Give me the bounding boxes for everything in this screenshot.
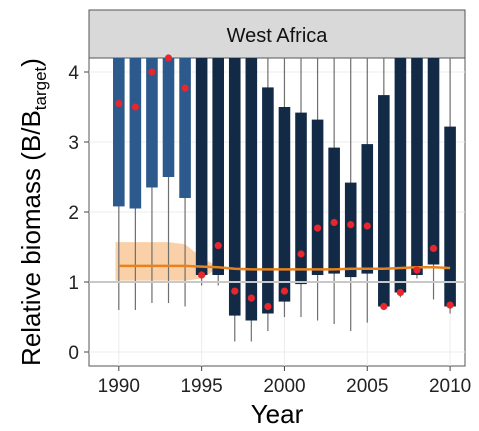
point-2001: [297, 250, 305, 258]
x-tick-label: 1990: [98, 376, 140, 397]
point-2000: [280, 287, 289, 295]
y-axis-title-close: ): [16, 58, 46, 67]
point-2007: [396, 288, 405, 297]
x-tick-label: 2005: [346, 376, 388, 397]
box-1994: [179, 58, 191, 198]
box-1991: [129, 58, 142, 209]
trend-line: [118, 264, 451, 271]
y-axis-title-subscript: target: [31, 66, 50, 110]
box-1992: [146, 58, 158, 188]
x-tick-label: 2010: [429, 376, 471, 397]
y-axis-ticks: 0 1 2 3 4: [68, 63, 89, 364]
point-1992: [148, 68, 156, 76]
point-2009: [429, 244, 438, 252]
y-axis-title: Relative biomass (B/Btarget): [16, 58, 50, 366]
point-2008: [413, 266, 421, 274]
box-2004: [344, 182, 357, 278]
box-1995: [195, 58, 208, 275]
box-2001: [295, 112, 307, 285]
panel-title: West Africa: [227, 25, 329, 47]
y-tick-label: 3: [68, 133, 79, 154]
y-tick-label: 2: [68, 203, 79, 224]
points: [115, 54, 454, 311]
box-1996: [212, 58, 224, 275]
strip-background: [88, 9, 466, 59]
x-tick-label: 2000: [263, 376, 305, 397]
point-1990: [115, 99, 123, 108]
box-2009: [427, 58, 440, 265]
box-2005: [361, 144, 374, 274]
point-2003: [330, 218, 338, 227]
x-axis-ticks: 1990 1995 2000 2005 2010: [98, 366, 471, 397]
point-1996: [214, 242, 222, 250]
point-1999: [264, 302, 272, 311]
point-2002: [313, 224, 322, 232]
uncertainty-band: [115, 242, 219, 281]
point-2004: [347, 221, 355, 229]
point-1991: [131, 103, 139, 111]
y-tick-label: 1: [68, 273, 79, 294]
point-2010: [446, 301, 454, 309]
x-tick-label: 1995: [180, 376, 222, 397]
point-1995: [198, 271, 206, 279]
box-1993: [162, 58, 175, 177]
x-axis-title: Year: [251, 399, 304, 429]
y-tick-label: 4: [68, 63, 79, 84]
point-1993: [164, 54, 173, 62]
box-2006: [378, 95, 390, 307]
box-2008: [411, 58, 423, 275]
box-1997: [228, 58, 241, 316]
point-2005: [363, 222, 371, 230]
box-2000: [278, 107, 291, 302]
y-tick-label: 0: [68, 343, 79, 364]
box-1999: [262, 87, 274, 314]
point-1994: [181, 84, 189, 92]
box-1998: [245, 58, 258, 321]
point-2006: [380, 302, 388, 311]
box-2003: [328, 147, 340, 274]
boxes: [113, 58, 456, 321]
box-2007: [394, 58, 407, 293]
box-1990: [113, 58, 125, 207]
point-1998: [247, 294, 255, 302]
box-2010: [444, 126, 456, 307]
trend-line-group: [118, 264, 451, 271]
box-2002: [311, 119, 324, 275]
y-axis-title-main: Relative biomass (B/B: [16, 110, 46, 366]
confidence-band: [115, 242, 219, 281]
point-1997: [231, 287, 239, 295]
